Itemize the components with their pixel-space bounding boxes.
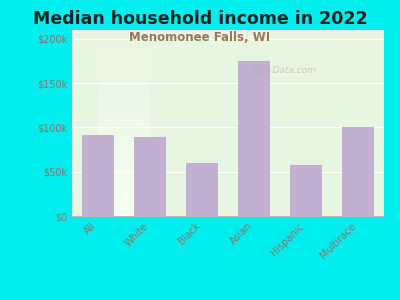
Bar [134, 137, 166, 216]
Text: Menomonee Falls, WI: Menomonee Falls, WI [130, 31, 270, 44]
Bar [186, 163, 218, 216]
Text: City-Data.com: City-Data.com [252, 66, 316, 75]
Bar [82, 134, 114, 216]
Bar [290, 165, 322, 216]
Bar [238, 61, 270, 216]
Text: Median household income in 2022: Median household income in 2022 [33, 11, 367, 28]
Bar [342, 127, 374, 216]
